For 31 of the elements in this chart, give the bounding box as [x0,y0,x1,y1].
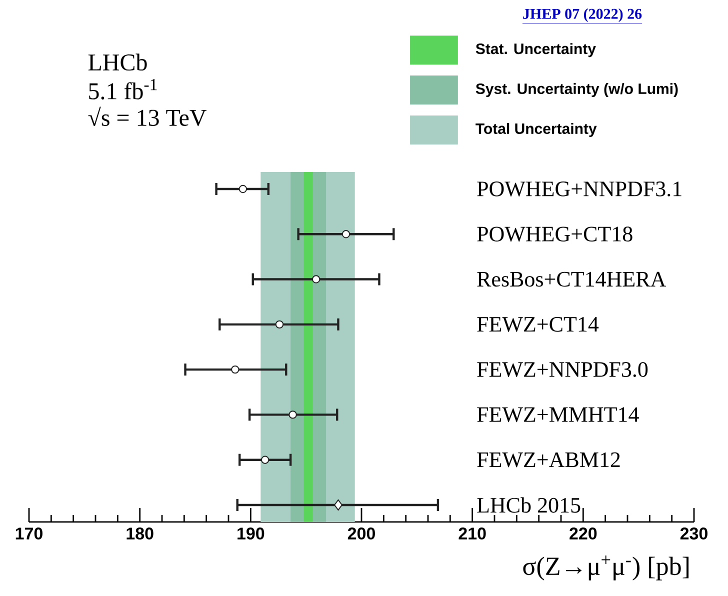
point [275,320,284,329]
y-tick-label: FEWZ+MMHT14 [477,407,639,422]
y-tick-label: LHCb 2015 [477,497,580,513]
y-tick-label: ResBos+CT14HERA [477,272,666,287]
legend-label: Stat. Uncertainty [476,43,596,58]
x-tick-label: 190 [238,528,264,540]
point [312,275,320,284]
text: LHCb [88,54,147,71]
y-tick-label: FEWZ+CT14 [477,316,599,332]
x-axis-title: σ(Z→μ$^{+}$μ$^{-}$) [pb] [523,556,689,580]
y-tick-label: POWHEG+CT18 [477,226,632,242]
point [231,365,240,374]
legend-label: Total Uncertainty [476,122,597,137]
text: √s = 13 TeV [88,106,206,126]
point [260,456,270,464]
y-tick-label: FEWZ+ABM12 [477,452,620,468]
text: 5.1 fb$^{-1}$ [89,79,157,100]
x-tick-label: 210 [458,528,486,540]
x-tick-label: 220 [570,528,597,540]
y-tick-label: POWHEG+NNPDF3.1 [477,182,682,196]
point [288,410,297,419]
text: JHEP 07 (2022) 26 [523,8,642,22]
point [334,499,342,510]
point [342,230,350,238]
y-tick-label: FEWZ+NNPDF3.0 [477,362,648,378]
x-tick-label: 170 [16,528,42,540]
x-tick-label: 180 [126,528,154,540]
x-tick-label: 200 [348,528,375,540]
point [238,184,248,194]
x-tick-label: 230 [680,528,708,540]
legend-label: Syst. Uncertainty (w/o Lumi) [476,83,678,98]
